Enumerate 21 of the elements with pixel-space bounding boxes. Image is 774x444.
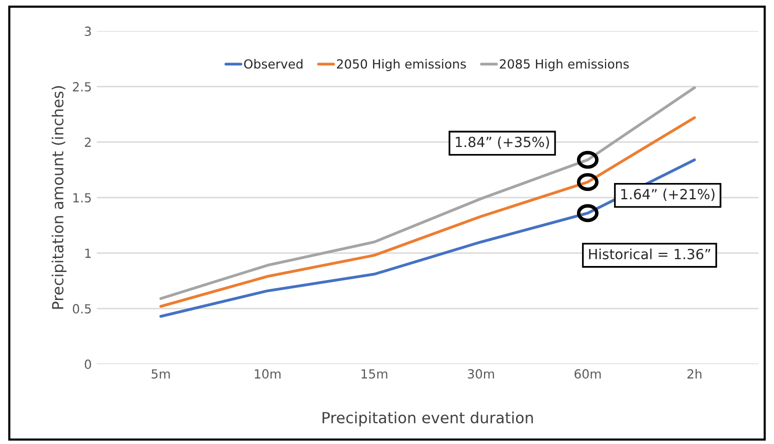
annotation: Historical = 1.36” [589, 248, 710, 260]
annotation: 1.84” (+35%) [456, 136, 550, 149]
y-tick-label: 2.5 [72, 82, 91, 92]
x-tick-label: 60m [574, 369, 601, 379]
y-axis-title: Precipitation amount (inches) [52, 86, 66, 309]
x-tick-label: 10m [254, 369, 281, 379]
legend-label: Observed [244, 58, 302, 69]
y-tick-label: 0 [84, 360, 92, 370]
y-tick-label: 1.5 [73, 193, 91, 203]
x-tick-label: 5m [152, 369, 170, 379]
y-tick-label: 0.5 [72, 304, 91, 314]
x-tick-label: 2h [687, 368, 702, 378]
x-tick-label: 30m [468, 369, 494, 379]
x-tick-label: 15m [362, 369, 388, 379]
y-tick-label: 3 [84, 26, 91, 36]
y-tick-label: 1 [85, 248, 91, 258]
annotation: 1.64” (+21%) [621, 188, 714, 202]
x-axis-title: Precipitation event duration [322, 412, 533, 426]
legend-label: 2085 High emissions [500, 58, 629, 72]
legend-label: 2050 High emissions [336, 58, 466, 72]
y-tick-label: 2 [84, 138, 91, 147]
